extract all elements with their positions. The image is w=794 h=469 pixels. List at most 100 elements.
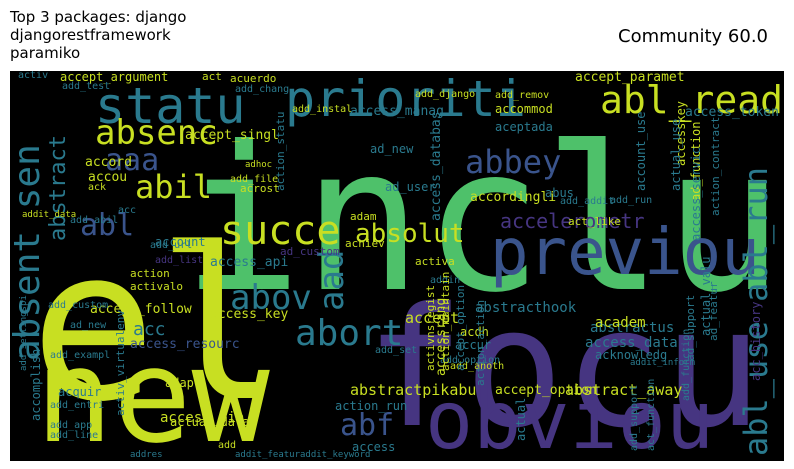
- cloud-word: account_use: [634, 111, 648, 191]
- cloud-word: focu: [365, 272, 763, 461]
- cloud-word: abstracthook: [475, 300, 577, 316]
- cloud-word: add_exampl: [50, 350, 111, 361]
- cloud-word: statu: [95, 77, 246, 135]
- cloud-word: inclu: [181, 104, 784, 337]
- cloud-word: addit_data: [22, 210, 77, 220]
- cloud-word: accept_paramet: [575, 71, 685, 85]
- cloud-word: aceptada: [495, 120, 553, 134]
- cloud-word: abf: [340, 408, 395, 443]
- packages-line: paramiko: [10, 44, 81, 62]
- cloud-word: acuerdo: [230, 72, 277, 85]
- cloud-word: aaa: [105, 143, 160, 178]
- cloud-word: abl_read: [600, 78, 784, 122]
- cloud-word: access_servic: [689, 147, 703, 241]
- cloud-word: actual_use: [669, 118, 683, 191]
- community-label: Community 60.0: [618, 26, 768, 47]
- cloud-word: activnsregist: [424, 284, 437, 371]
- cloud-word: absolut: [355, 219, 465, 249]
- cloud-word: accept_follow: [90, 302, 192, 317]
- packages-header: Top 3 packages: django djangorestframewo…: [10, 8, 186, 62]
- cloud-word: ad_user: [385, 180, 436, 194]
- cloud-word: addin: [430, 275, 461, 286]
- cloud-word: add_settingspi: [19, 295, 29, 371]
- cloud-word: acrost: [240, 182, 280, 195]
- cloud-word: aad: [312, 249, 352, 311]
- cloud-word: access_via: [160, 410, 245, 426]
- cloud-word: adam: [350, 210, 377, 223]
- cloud-word: abort: [295, 313, 404, 354]
- cloud-word: accur: [455, 338, 492, 352]
- cloud-word: abstractpikabu: [350, 381, 477, 399]
- cloud-word: add_test: [62, 81, 111, 92]
- cloud-word: acc_history: [749, 301, 763, 381]
- cloud-word: absenc: [95, 113, 218, 153]
- cloud-word: activalo: [130, 280, 183, 293]
- cloud-word: action_contract: [709, 116, 722, 216]
- cloud-word: add_list: [155, 255, 204, 266]
- cloud-word: access_api: [210, 255, 289, 270]
- cloud-word: accept_option: [454, 284, 467, 371]
- cloud-word: ad_featur: [707, 281, 720, 341]
- cloud-word: ad_new: [370, 142, 414, 156]
- cloud-word: access_data: [585, 335, 678, 351]
- cloud-word: action: [130, 267, 170, 280]
- cloud-word: add_file: [230, 174, 279, 185]
- cloud-word: abstract: [46, 135, 71, 241]
- cloud-word: add_addit: [560, 196, 615, 207]
- cloud-word: accept_singl: [185, 128, 279, 143]
- cloud-word: activ: [18, 71, 49, 81]
- cloud-word: act: [202, 71, 222, 83]
- cloud-word: activ_virtualenv: [114, 310, 127, 416]
- cloud-word: acquir: [58, 385, 102, 399]
- cloud-word: access_databas: [429, 111, 444, 221]
- cloud-word: access: [352, 440, 396, 454]
- cloud-word: ad_custom: [280, 245, 340, 258]
- cloud-word: acc: [118, 205, 137, 216]
- cloud-word: abus: [545, 186, 574, 200]
- cloud-word: add_instal: [292, 104, 353, 115]
- cloud-word: addres: [130, 450, 163, 460]
- cloud-word: prioriti: [285, 71, 526, 128]
- cloud-word: adapt: [165, 376, 202, 390]
- cloud-word: achiev: [345, 237, 385, 250]
- cloud-word: ack: [88, 182, 107, 193]
- cloud-word: add_app: [50, 420, 93, 431]
- cloud-word: abstract_away: [565, 381, 683, 399]
- cloud-word: accelerometr: [500, 209, 645, 233]
- cloud-word: action_maintain: [439, 271, 452, 371]
- cloud-word: obviou: [425, 374, 714, 461]
- cloud-word: action_run: [335, 399, 408, 413]
- cloud-word: action_action: [474, 299, 487, 386]
- cloud-word: add_anoth: [450, 361, 505, 372]
- cloud-word: add_set: [375, 345, 418, 356]
- cloud-word: new: [35, 320, 270, 461]
- cloud-word: adhoc: [245, 160, 273, 170]
- cloud-word: access_key: [210, 307, 289, 322]
- cloud-word: actual_data: [170, 415, 250, 429]
- cloud-word: add_option: [440, 355, 501, 366]
- cloud-word: acc: [133, 319, 166, 340]
- cloud-word: abbey: [465, 143, 562, 181]
- word-cloud: inclu el focu new obviou previou prioriti statu…: [10, 71, 784, 461]
- cloud-word: accept: [405, 309, 460, 327]
- cloud-word: addit_featur: [235, 450, 301, 460]
- cloud-word: accomplish: [29, 348, 43, 421]
- cloud-word: add_url: [150, 240, 193, 251]
- cloud-word: access_manag: [350, 104, 444, 119]
- cloud-word: add_line: [50, 430, 99, 441]
- cloud-word: add_django: [415, 89, 476, 100]
- cloud-word: add_entri: [50, 400, 105, 411]
- cloud-word: abil: [135, 168, 213, 206]
- cloud-word: acdh: [460, 325, 489, 339]
- cloud-word: access_resourc: [130, 337, 240, 352]
- cloud-word: add_chang: [235, 84, 290, 95]
- cloud-word: addit_inform: [630, 358, 696, 368]
- cloud-word: act_function: [646, 378, 657, 451]
- cloud-word: accommod: [495, 102, 553, 116]
- cloud-word: activa: [415, 255, 455, 268]
- cloud-word: acknowledg: [595, 348, 668, 362]
- cloud-word: add_support: [629, 384, 640, 451]
- cloud-word: el: [30, 203, 283, 448]
- cloud-word: abov: [230, 278, 312, 318]
- cloud-word: accept_option: [495, 383, 597, 398]
